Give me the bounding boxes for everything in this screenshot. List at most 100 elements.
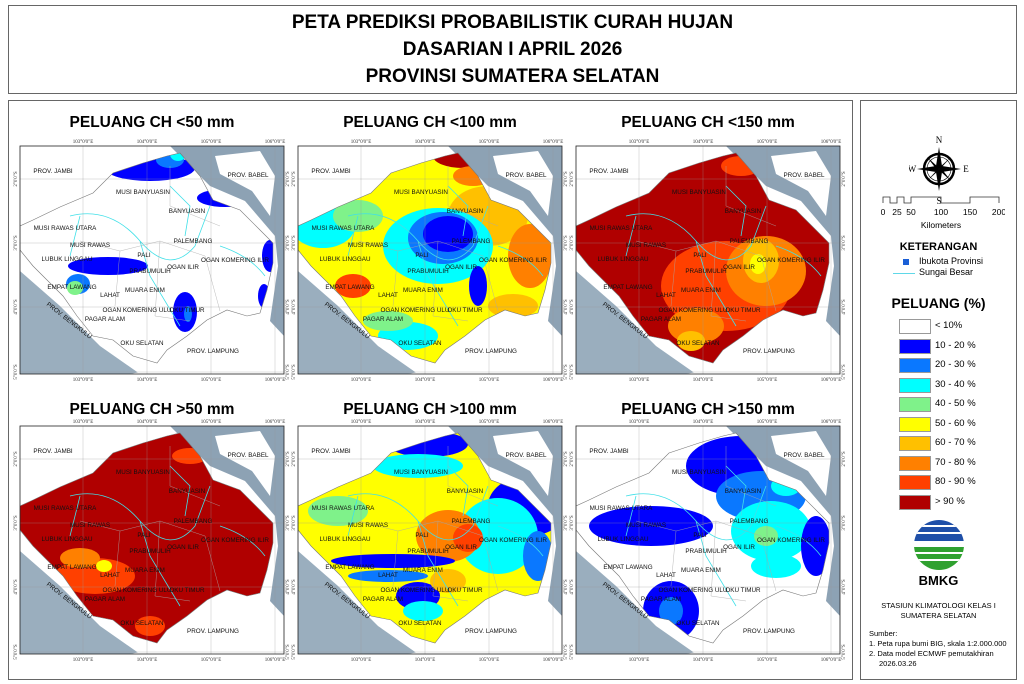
region-label: PAGAR ALAM bbox=[641, 596, 681, 603]
region-label: OKU SELATAN bbox=[398, 340, 442, 347]
lat-label: 4°0'0"S bbox=[286, 579, 291, 594]
probability-zone bbox=[170, 153, 186, 161]
lon-label: 105°0'0"E bbox=[757, 658, 778, 663]
region-label: PROV. BABEL bbox=[505, 452, 547, 459]
lon-label: 104°0'0"E bbox=[693, 420, 714, 425]
region-label: OKU TIMUR bbox=[725, 587, 761, 594]
region-label: PALI bbox=[693, 532, 706, 539]
lat-label: 3°0'0"S bbox=[570, 235, 575, 250]
region-label: LAHAT bbox=[378, 292, 398, 299]
lon-label: 105°0'0"E bbox=[479, 378, 500, 383]
river-lines bbox=[69, 465, 266, 607]
probability-zone bbox=[331, 554, 455, 568]
region-label: MUARA ENIM bbox=[681, 567, 721, 574]
lat-label: 3°0'0"S bbox=[564, 235, 569, 250]
lon-label: 104°0'0"E bbox=[137, 140, 158, 145]
lon-label: 105°0'0"E bbox=[757, 420, 778, 425]
region-label: PROV. BABEL bbox=[783, 172, 825, 179]
lon-label: 106°0'0"E bbox=[265, 378, 286, 383]
lon-label: 106°0'0"E bbox=[265, 420, 286, 425]
lon-label: 106°0'0"E bbox=[543, 140, 564, 145]
region-label: PALEMBANG bbox=[452, 518, 491, 525]
district-borders bbox=[79, 446, 221, 602]
region-label: PAGAR ALAM bbox=[641, 316, 681, 323]
region-label: OGAN KOMERING ILIR bbox=[757, 537, 825, 544]
probability-zone bbox=[68, 257, 148, 275]
region-label: BANYUASIN bbox=[447, 488, 484, 495]
region-label: MUSI RAWAS bbox=[348, 522, 388, 529]
probability-map: PROV. JAMBI PROV. BABEL MUSI BANYUASIN BANY… bbox=[570, 140, 847, 383]
lat-label: 5°0'0"S bbox=[14, 644, 19, 659]
title-line-3: PROVINSI SUMATERA SELATAN bbox=[365, 66, 660, 87]
legend-panel: N S E W 0 25 50 100 150 200 Kilometers K… bbox=[860, 100, 1017, 680]
lon-label: 105°0'0"E bbox=[201, 378, 222, 383]
probability-zone bbox=[363, 311, 413, 331]
legend-swatch bbox=[899, 494, 931, 510]
lat-label: 4°0'0"S bbox=[570, 579, 575, 594]
region-label: OGAN ILIR bbox=[723, 544, 755, 551]
region-label: OGAN KOMERING ILIR bbox=[201, 537, 269, 544]
map-panel bbox=[8, 100, 853, 680]
region-label: OGAN KOMERING ILIR bbox=[757, 257, 825, 264]
scale-unit: Kilometers bbox=[921, 220, 961, 230]
lat-label: 3°0'0"S bbox=[14, 235, 19, 250]
region-label: BANYUASIN bbox=[169, 488, 206, 495]
legend-swatch bbox=[899, 338, 931, 354]
region-label: MUSI BANYUASIN bbox=[116, 469, 170, 476]
region-label: LAHAT bbox=[378, 572, 398, 579]
lat-label: 5°0'0"S bbox=[14, 364, 19, 379]
lon-label: 105°0'0"E bbox=[479, 658, 500, 663]
lat-label: 4°0'0"S bbox=[842, 299, 847, 314]
probability-zone bbox=[751, 554, 801, 578]
lon-label: 104°0'0"E bbox=[693, 658, 714, 663]
lon-label: 103°0'0"E bbox=[73, 658, 94, 663]
sumber-title: Sumber: bbox=[869, 629, 898, 638]
lat-label: 5°0'0"S bbox=[286, 644, 291, 659]
region-label: LUBUK LINGGAU bbox=[41, 536, 93, 543]
probability-zone bbox=[262, 240, 273, 272]
lon-label: 103°0'0"E bbox=[73, 140, 94, 145]
title-box: PETA PREDIKSI PROBABILISTIK CURAH HUJAN … bbox=[8, 5, 1017, 94]
region-label: OKU SELATAN bbox=[398, 620, 442, 627]
map-frame bbox=[297, 145, 563, 375]
scale-tick: 0 bbox=[881, 207, 886, 217]
probability-zone bbox=[60, 548, 100, 568]
sea-west bbox=[576, 271, 696, 374]
lat-label: 3°0'0"S bbox=[842, 235, 847, 250]
lat-label: 2°0'0"S bbox=[292, 451, 297, 466]
probability-zone bbox=[677, 331, 705, 351]
lat-label: 2°0'0"S bbox=[14, 171, 19, 186]
province-border bbox=[298, 152, 552, 364]
map-title: PELUANG CH <100 mm bbox=[343, 114, 517, 131]
region-label: PROV. JAMBI bbox=[33, 448, 73, 455]
region-label: PROV. LAMPUNG bbox=[465, 348, 517, 355]
island-bangka bbox=[771, 151, 831, 216]
map-frame bbox=[19, 145, 285, 375]
map-frame bbox=[575, 425, 841, 655]
region-label: PROV. BABEL bbox=[783, 452, 825, 459]
probability-map: PROV. JAMBI PROV. BABEL MUSI BANYUASIN BANY… bbox=[14, 140, 291, 383]
region-label: OGAN KOMERING ULU bbox=[381, 307, 450, 314]
region-label: MUSI RAWAS bbox=[626, 242, 666, 249]
lat-label: 2°0'0"S bbox=[286, 451, 291, 466]
region-label: PROV. JAMBI bbox=[589, 168, 629, 175]
region-label: OGAN KOMERING ULU bbox=[103, 307, 172, 314]
station-line-1: STASIUN KLIMATOLOGI KELAS I bbox=[881, 601, 996, 610]
map-title: PELUANG CH >100 mm bbox=[343, 401, 517, 418]
map-title: PELUANG CH >50 mm bbox=[69, 401, 235, 418]
compass-w: W bbox=[909, 164, 917, 174]
lon-label: 103°0'0"E bbox=[629, 378, 650, 383]
region-label: OKU TIMUR bbox=[447, 587, 483, 594]
region-label: OKU SELATAN bbox=[120, 340, 164, 347]
legend-class-label: 30 - 40 % bbox=[935, 378, 976, 390]
region-label: PAGAR ALAM bbox=[85, 596, 125, 603]
region-label: PRABUMULIH bbox=[407, 548, 449, 555]
lon-label: 104°0'0"E bbox=[137, 420, 158, 425]
scale-bar: 0 25 50 100 150 200 Kilometers bbox=[881, 196, 1005, 230]
region-label: EMPAT LAWANG bbox=[603, 564, 652, 571]
lon-label: 105°0'0"E bbox=[201, 420, 222, 425]
region-label: OGAN KOMERING ULU bbox=[103, 587, 172, 594]
district-borders bbox=[635, 446, 777, 602]
region-label: OGAN ILIR bbox=[445, 544, 477, 551]
region-label: OKU TIMUR bbox=[169, 307, 205, 314]
